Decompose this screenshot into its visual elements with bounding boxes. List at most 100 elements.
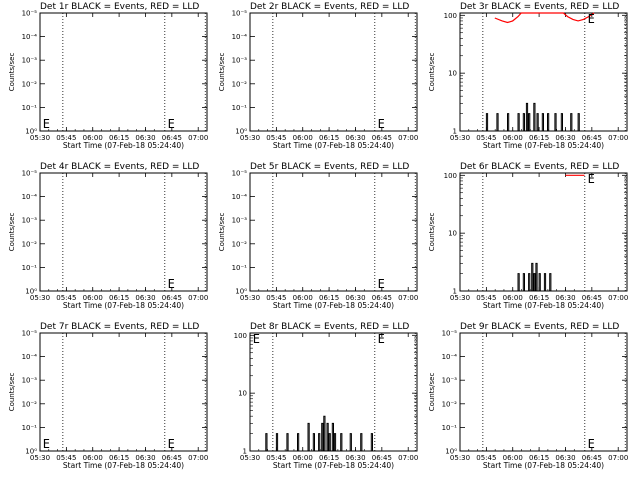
x-tick-label: 06:45 <box>582 134 602 142</box>
x-tick-label: 06:45 <box>372 134 392 142</box>
x-tick-label: 06:15 <box>529 454 549 462</box>
x-tick-label: 05:45 <box>476 294 496 302</box>
x-tick-label: 06:00 <box>83 294 103 302</box>
x-tick-label: 07:00 <box>398 134 418 142</box>
panel-det-9: Det 9r BLACK = Events, RED = LLD 05:30 05:… <box>428 322 628 470</box>
e-marker: E <box>43 117 50 131</box>
x-tick-label: 06:30 <box>555 294 575 302</box>
y-tick-label: 10 <box>448 230 457 238</box>
panel-title: Det 9r BLACK = Events, RED = LLD <box>460 322 619 332</box>
events-series <box>260 415 373 452</box>
x-tick-label: 07:00 <box>608 134 628 142</box>
y-tick-label: 10⁻³ <box>22 217 38 225</box>
x-tick-label: 06:45 <box>582 454 602 462</box>
y-tick-label: 10⁻⁴ <box>22 33 38 41</box>
y-axis-label: Counts/sec <box>428 213 436 252</box>
e-marker: E <box>168 437 175 451</box>
y-axis-label: Counts/sec <box>428 373 436 412</box>
e-marker: E <box>378 277 385 291</box>
plot-frame <box>39 12 208 132</box>
x-tick-label: 06:30 <box>345 134 365 142</box>
y-axis-label: Counts/sec <box>8 373 16 412</box>
e-marker: E <box>253 332 260 346</box>
panel-det-8: Det 8r BLACK = Events, RED = LLD 05:30 05:… <box>234 322 419 470</box>
x-axis-label: Start Time (07-Feb-18 05:24:40) <box>63 461 184 470</box>
plot-frame <box>459 332 628 452</box>
y-tick-label: 1 <box>453 128 457 136</box>
x-tick-label: 07:00 <box>398 294 418 302</box>
y-tick-label: 10⁻² <box>442 400 458 408</box>
y-axis-label: Counts/sec <box>8 213 16 252</box>
panel-det-5: Det 5r BLACK = Events, RED = LLD 05:30 05:… <box>218 162 418 310</box>
x-tick-label: 06:45 <box>582 294 602 302</box>
y-tick-label: 10⁰ <box>25 128 37 136</box>
y-axis-label: Counts/sec <box>8 53 16 92</box>
x-tick-label: 07:00 <box>608 454 628 462</box>
x-axis-label: Start Time (07-Feb-18 05:24:40) <box>273 461 394 470</box>
plot-frame <box>39 332 208 452</box>
x-tick-label: 07:00 <box>188 454 208 462</box>
y-tick-label: 10⁻³ <box>232 57 248 65</box>
plot-frame <box>39 172 208 292</box>
x-tick-label: 07:00 <box>188 294 208 302</box>
panel-title: Det 7r BLACK = Events, RED = LLD <box>40 322 199 332</box>
e-marker: E <box>588 437 595 451</box>
events-series <box>481 102 583 132</box>
x-tick-label: 05:45 <box>56 454 76 462</box>
y-tick-label: 10⁻² <box>22 400 38 408</box>
x-tick-label: 06:30 <box>135 454 155 462</box>
x-tick-label: 07:00 <box>398 454 418 462</box>
x-tick-label: 05:30 <box>240 134 260 142</box>
x-tick-label: 05:45 <box>56 294 76 302</box>
panel-title: Det 8r BLACK = Events, RED = LLD <box>250 322 409 332</box>
y-tick-label: 10⁻¹ <box>22 264 38 272</box>
y-tick-label: 10⁰ <box>445 448 457 456</box>
x-tick-label: 05:30 <box>30 134 50 142</box>
y-tick-label: 10⁻² <box>232 240 248 248</box>
x-tick-label: 06:00 <box>293 294 313 302</box>
y-tick-label: 10⁻⁴ <box>232 193 248 201</box>
x-tick-label: 06:00 <box>83 134 103 142</box>
x-tick-label: 05:45 <box>266 294 286 302</box>
y-tick-label: 10⁻¹ <box>22 424 38 432</box>
x-tick-label: 06:30 <box>345 454 365 462</box>
y-tick-label: 1 <box>243 448 247 456</box>
x-tick-label: 06:15 <box>529 294 549 302</box>
events-series <box>512 262 554 292</box>
y-axis-label: Counts/sec <box>218 213 226 252</box>
panel-title: Det 3r BLACK = Events, RED = LLD <box>460 2 619 12</box>
x-tick-label: 06:30 <box>135 134 155 142</box>
y-tick-label: 10⁻² <box>232 80 248 88</box>
y-tick-label: 10 <box>238 390 247 398</box>
panel-title: Det 6r BLACK = Events, RED = LLD <box>460 162 619 172</box>
x-tick-label: 06:30 <box>135 294 155 302</box>
x-axis-label: Start Time (07-Feb-18 05:24:40) <box>273 301 394 310</box>
y-tick-label: 10⁻² <box>22 240 38 248</box>
panel-det-7: Det 7r BLACK = Events, RED = LLD 05:30 05:… <box>8 322 208 470</box>
x-tick-label: 06:00 <box>503 134 523 142</box>
x-tick-label: 05:30 <box>30 454 50 462</box>
x-tick-label: 05:30 <box>30 294 50 302</box>
x-tick-label: 05:45 <box>476 454 496 462</box>
x-tick-label: 06:45 <box>162 294 182 302</box>
y-tick-label: 10⁻⁵ <box>22 330 38 338</box>
x-tick-label: 06:15 <box>529 134 549 142</box>
x-axis-label: Start Time (07-Feb-18 05:24:40) <box>63 301 184 310</box>
x-tick-label: 06:45 <box>372 454 392 462</box>
e-marker: E <box>588 12 595 26</box>
x-tick-label: 05:30 <box>240 454 260 462</box>
x-tick-label: 06:30 <box>345 294 365 302</box>
panel-det-2: Det 2r BLACK = Events, RED = LLD 05:30 05:… <box>218 2 418 150</box>
y-tick-label: 10⁻⁴ <box>442 353 458 361</box>
panel-title: Det 4r BLACK = Events, RED = LLD <box>40 162 199 172</box>
e-marker: E <box>43 437 50 451</box>
x-tick-label: 06:00 <box>293 134 313 142</box>
panel-title: Det 5r BLACK = Events, RED = LLD <box>250 162 409 172</box>
y-tick-label: 10 <box>448 70 457 78</box>
y-tick-label: 10⁰ <box>235 288 247 296</box>
x-axis-label: Start Time (07-Feb-18 05:24:40) <box>483 461 604 470</box>
x-tick-label: 07:00 <box>188 134 208 142</box>
x-tick-label: 05:45 <box>266 454 286 462</box>
panel-title: Det 1r BLACK = Events, RED = LLD <box>40 2 199 12</box>
x-tick-label: 06:15 <box>109 134 129 142</box>
